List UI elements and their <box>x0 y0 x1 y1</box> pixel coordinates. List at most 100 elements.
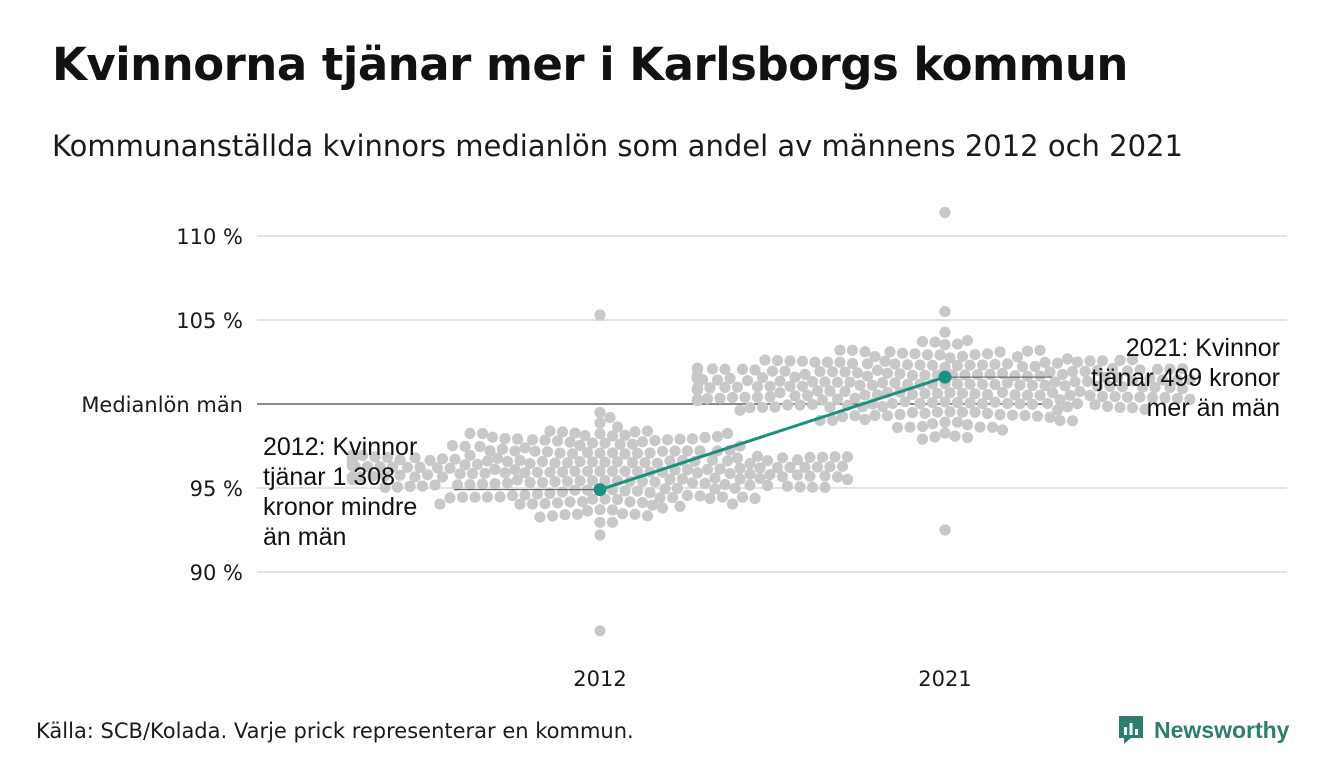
annotation-line: 2012: Kvinnor <box>263 433 417 461</box>
kommun-dot <box>839 385 851 398</box>
kommun-dot <box>1056 368 1069 380</box>
kommun-dot <box>611 456 624 468</box>
kommun-dot <box>546 510 559 522</box>
kommun-dot <box>751 450 764 462</box>
annotation-line: kronor mindre <box>263 493 417 521</box>
kommun-dot <box>704 492 716 505</box>
kommun-dot <box>826 366 839 378</box>
kommun-dot <box>579 430 591 442</box>
kommun-dot <box>599 474 611 487</box>
kommun-dot <box>1164 382 1176 394</box>
kommun-dot <box>929 431 941 443</box>
kommun-dot <box>379 481 391 493</box>
kommun-dot <box>551 497 564 509</box>
kommun-dot <box>744 479 756 491</box>
kommun-dot <box>456 491 469 503</box>
kommun-dot <box>436 471 449 483</box>
kommun-dot <box>484 445 496 457</box>
kommun-dot <box>464 479 476 491</box>
kommun-dot <box>859 346 871 358</box>
kommun-dot <box>586 437 599 449</box>
kommun-dot <box>479 467 491 479</box>
kommun-dot <box>511 433 524 445</box>
kommun-dot <box>731 452 744 464</box>
kommun-dot <box>1029 360 1041 373</box>
kommun-dot <box>781 480 794 492</box>
kommun-dot <box>509 464 521 476</box>
kommun-dot <box>539 434 551 446</box>
kommun-dot <box>1159 392 1171 404</box>
kommun-dot <box>569 465 581 477</box>
kommun-dot <box>951 378 964 390</box>
kommun-dot <box>599 493 611 505</box>
kommun-dot <box>834 344 846 356</box>
kommun-dot <box>819 481 831 493</box>
kommun-dot <box>949 430 961 442</box>
kommun-dot <box>879 355 891 367</box>
kommun-dot <box>804 470 816 482</box>
kommun-dot <box>824 461 836 473</box>
kommun-dot <box>996 386 1009 399</box>
newsworthy-brand[interactable]: Newsworthy <box>1116 712 1289 748</box>
kommun-dot <box>814 366 826 378</box>
kommun-dot <box>951 338 964 350</box>
kommun-dot <box>894 368 906 380</box>
kommun-dot <box>681 445 694 457</box>
kommun-dot <box>394 469 406 481</box>
kommun-dot <box>974 421 986 433</box>
kommun-dot <box>614 438 626 450</box>
kommun-dot <box>976 398 989 410</box>
kommun-dot <box>951 396 964 409</box>
kommun-dot <box>751 391 764 403</box>
kommun-dot <box>859 413 871 426</box>
kommun-dot <box>939 339 951 351</box>
kommun-dot <box>386 461 399 473</box>
kommun-dot <box>554 447 566 459</box>
kommun-dot <box>889 377 901 389</box>
kommun-dot <box>514 498 526 510</box>
kommun-dot <box>514 455 526 467</box>
kommun-dot <box>401 461 414 473</box>
annotation-line: än män <box>263 523 346 551</box>
kommun-dot <box>849 392 861 404</box>
kommun-dot <box>739 391 751 403</box>
kommun-dot <box>604 412 616 424</box>
kommun-dot <box>951 360 964 372</box>
kommun-dot <box>794 399 806 411</box>
kommun-dot <box>1054 394 1066 406</box>
kommun-dot <box>826 414 839 426</box>
kommun-dot <box>564 436 576 448</box>
kommun-dot <box>599 456 611 468</box>
kommun-dot <box>381 451 394 463</box>
kommun-dot <box>821 356 834 368</box>
kommun-dot <box>791 454 804 466</box>
kommun-dot <box>984 368 996 380</box>
kommun-dot <box>676 473 689 485</box>
kommun-dot <box>951 416 964 428</box>
kommun-dot <box>1059 380 1071 392</box>
brand-name: Newsworthy <box>1154 716 1290 743</box>
kommun-dot <box>656 502 669 514</box>
kommun-dot <box>429 479 441 491</box>
kommun-dot <box>944 406 956 418</box>
kommun-dot <box>1171 392 1184 405</box>
kommun-dot <box>1156 374 1169 386</box>
x-tick-label: 2021 <box>918 667 971 691</box>
kommun-dot <box>916 420 929 433</box>
kommun-dot <box>996 424 1009 436</box>
kommun-dot <box>459 459 471 471</box>
kommun-dot <box>846 344 859 356</box>
kommun-dot <box>1164 363 1176 375</box>
kommun-dot <box>1064 389 1076 401</box>
kommun-dot <box>1096 355 1109 367</box>
kommun-dot <box>374 461 386 473</box>
kommun-dot <box>766 365 779 377</box>
kommun-dot <box>481 491 494 503</box>
kommun-dot <box>486 431 499 443</box>
kommun-dot <box>939 361 951 373</box>
kommun-dot <box>666 491 679 504</box>
y-tick-label: 105 % <box>176 309 243 333</box>
kommun-dot <box>691 384 704 396</box>
kommun-dot <box>559 509 571 521</box>
kommun-dot <box>816 394 829 406</box>
